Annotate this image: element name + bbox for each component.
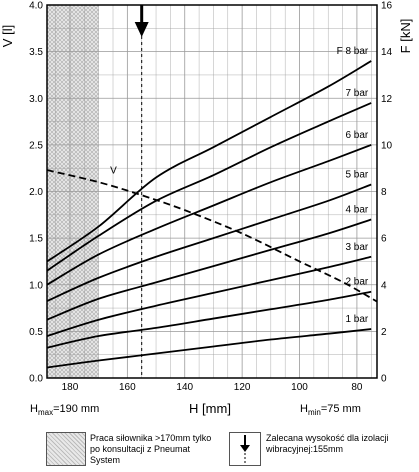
x-tick-label: 140 [176,382,193,393]
y-left-tick-label: 0.0 [29,374,43,385]
y-right-tick-label: 10 [381,140,393,151]
series-label-f-8-bar: F 8 bar [337,46,369,57]
x-tick-label: 180 [62,382,79,393]
y-left-tick-label: 3.5 [29,47,43,58]
series-label-2-bar: 2 bar [345,277,368,288]
plot-frame [46,4,378,379]
series-line-3-bar [46,255,372,337]
series-line-v [46,169,378,303]
y-right-tick-label: 16 [381,1,393,12]
series-line-1-bar [46,328,372,369]
series-label-3-bar: 3 bar [345,242,368,253]
y-right-axis-title: F [kN] [398,19,413,54]
y-left-tick-label: 0.5 [29,327,43,338]
grid [47,5,377,378]
h-min-label: Hmin=75 mm [300,403,361,418]
down-arrow-icon [240,435,250,464]
series-line-4-bar [46,218,372,321]
series-line-6-bar [46,144,372,286]
series-label-1-bar: 1 bar [345,314,368,325]
y-left-tick-label: 4.0 [29,1,43,12]
ticks: 180 160 140 120 100 800.00.51.01.52.02.53.03.… [29,1,392,394]
series-line-f-8-bar [46,60,372,263]
series-label-7-bar: 7 bar [345,88,368,99]
hatched-legend-text: Praca siłownika >170mm tylko po konsulta… [90,433,212,465]
series-line-5-bar [46,183,372,302]
y-right-tick-label: 14 [381,47,393,58]
y-left-tick-label: 1.0 [29,280,43,291]
series: 1 bar 2 bar 3 bar 4 bar 5 bar 6 bar 7 bar F 8 b… [46,46,378,369]
axes [46,4,378,379]
series-line-7-bar [46,102,372,272]
x-tick-label: 80 [351,382,363,393]
down-arrow-head [134,22,149,37]
arrow-legend-swatch [229,432,261,466]
series-label-5-bar: 5 bar [345,170,368,181]
y-right-tick-label: 12 [381,94,393,105]
y-left-tick-label: 2.0 [29,187,43,198]
x-tick-label: 100 [291,382,308,393]
y-left-axis-title: V [l] [0,25,15,47]
y-right-tick-label: 8 [381,187,387,198]
h-max-label: Hmax=190 mm [30,403,100,418]
y-right-tick-label: 2 [381,327,387,338]
y-right-tick-label: 0 [381,374,387,385]
recommended-height-marker [134,5,149,378]
series-label-4-bar: 4 bar [345,204,368,215]
arrow-legend-text: Zalecana wysokość dla izolacji wibracyjn… [266,433,389,454]
y-right-tick-label: 4 [381,280,387,291]
y-left-tick-label: 3.0 [29,94,43,105]
series-label-6-bar: 6 bar [345,130,368,141]
x-axis-title: H [mm] [189,401,231,416]
x-tick-label: 120 [234,382,251,393]
hatched-legend-swatch [46,432,86,466]
y-right-tick-label: 6 [381,234,387,245]
series-label-v: V [110,166,117,177]
y-left-tick-label: 2.5 [29,140,43,151]
y-left-tick-label: 1.5 [29,234,43,245]
x-tick-label: 160 [119,382,136,393]
series-line-2-bar [46,290,372,349]
